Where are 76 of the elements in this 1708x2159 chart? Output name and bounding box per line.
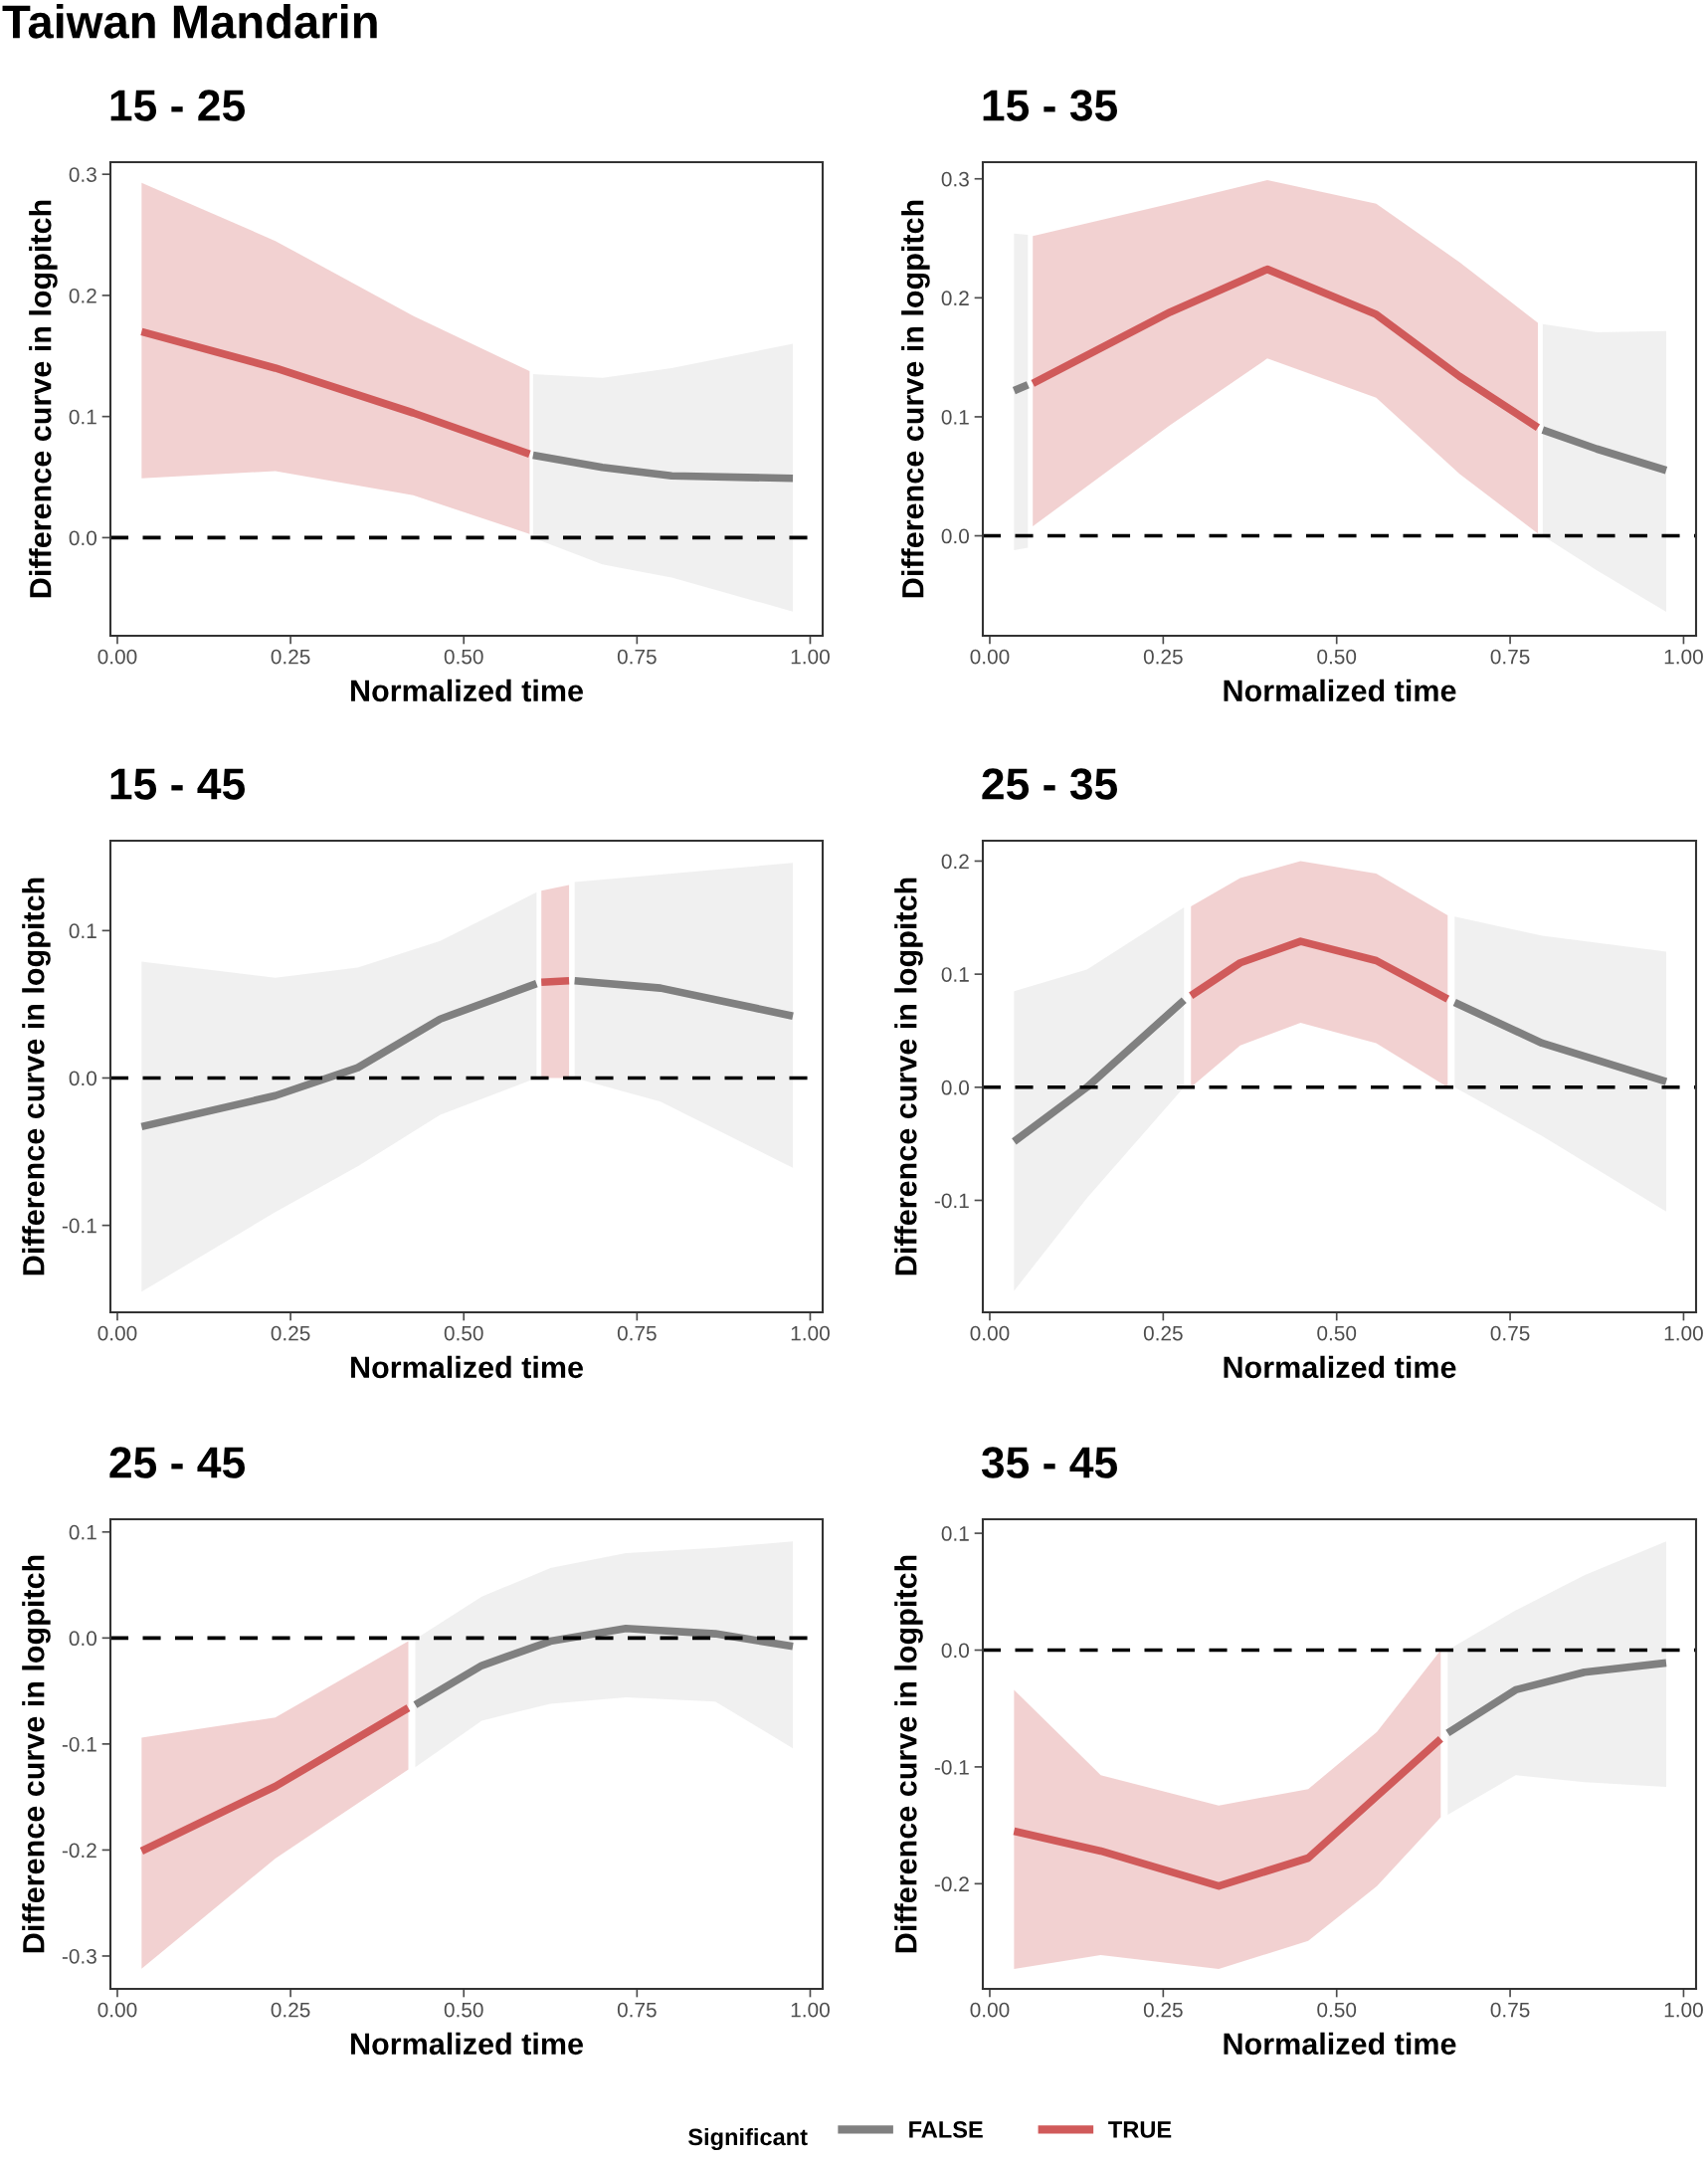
x-tick-label: 0.25 — [271, 649, 310, 665]
y-tick-label: 0.0 — [69, 530, 96, 546]
chart-title: 15 - 35 — [983, 90, 1117, 121]
x-tick-label: 0.00 — [97, 2002, 137, 2018]
x-tick-label: 0.75 — [1490, 1325, 1530, 1341]
x-tick-label: 0.25 — [1143, 1325, 1183, 1341]
y-tick-label: -0.1 — [934, 1759, 969, 1775]
y-tick-label: 0.0 — [69, 1631, 96, 1647]
x-tick-label: 0.00 — [970, 2002, 1010, 2018]
chart-title: 25 - 45 — [109, 1447, 245, 1478]
x-tick-label: 0.00 — [970, 1325, 1010, 1341]
y-axis-title: Difference curve in logpitch — [29, 200, 58, 598]
x-tick-label: 1.00 — [791, 649, 830, 665]
y-axis-title: Difference curve in logpitch — [22, 878, 51, 1276]
y-tick-label: 0.2 — [69, 288, 96, 303]
y-tick-label: 0.2 — [941, 854, 969, 870]
y-axis-title: Difference curve in logpitch — [901, 200, 930, 598]
y-axis-title: Difference curve in logpitch — [894, 878, 923, 1276]
x-tick-label: 1.00 — [1664, 1325, 1703, 1341]
y-tick-label: -0.2 — [62, 1843, 96, 1859]
y-tick-label: 0.0 — [941, 1643, 969, 1659]
y-tick-label: 0.1 — [69, 923, 96, 939]
x-tick-label: 0.50 — [444, 2002, 483, 2018]
chart-title: 15 - 45 — [110, 768, 245, 800]
y-tick-label: 0.1 — [69, 1524, 96, 1540]
y-tick-label: 0.1 — [941, 409, 969, 425]
x-axis-title: Normalized time — [351, 679, 583, 702]
x-axis-title: Normalized time — [1224, 679, 1456, 702]
x-tick-label: 1.00 — [1664, 2002, 1703, 2018]
y-tick-label: -0.1 — [62, 1218, 96, 1234]
x-tick-label: 0.75 — [617, 2002, 657, 2018]
y-tick-label: -0.1 — [934, 1193, 969, 1209]
legend-title: Significant — [688, 2127, 808, 2151]
x-tick-label: 1.00 — [791, 1325, 830, 1341]
x-tick-label: 0.50 — [1317, 1325, 1357, 1341]
x-tick-label: 0.75 — [617, 1325, 657, 1341]
y-tick-label: 0.1 — [69, 409, 96, 425]
y-tick-label: 0.3 — [941, 171, 969, 187]
chart-title: 25 - 35 — [982, 768, 1117, 800]
x-axis-title: Normalized time — [351, 2032, 583, 2056]
x-tick-label: 0.75 — [1490, 649, 1530, 665]
y-tick-label: 0.0 — [69, 1071, 96, 1086]
legend-label: FALSE — [909, 2121, 983, 2138]
text: Taiwan Mandarin — [2, 4, 377, 39]
y-axis-title: Difference curve in logpitch — [22, 1555, 51, 1953]
x-tick-label: 0.50 — [1317, 649, 1357, 665]
y-tick-label: -0.1 — [62, 1736, 96, 1752]
x-tick-label: 0.50 — [444, 1325, 483, 1341]
x-tick-label: 0.25 — [1143, 649, 1183, 665]
x-tick-label: 0.00 — [97, 1325, 137, 1341]
x-tick-label: 0.25 — [1143, 2002, 1183, 2018]
x-tick-label: 0.75 — [1490, 2002, 1530, 2018]
x-tick-label: 0.25 — [271, 1325, 310, 1341]
x-tick-label: 0.50 — [1317, 2002, 1357, 2018]
x-axis-title: Normalized time — [1224, 1355, 1456, 1379]
chart-title: 15 - 25 — [110, 90, 245, 121]
y-tick-label: -0.2 — [934, 1876, 969, 1892]
x-tick-label: 0.00 — [970, 649, 1010, 665]
y-tick-label: -0.3 — [62, 1948, 96, 1964]
x-tick-label: 0.25 — [271, 2002, 310, 2018]
x-tick-label: 0.50 — [444, 649, 483, 665]
x-axis-title: Normalized time — [351, 1355, 583, 1379]
y-tick-label: 0.0 — [941, 528, 969, 544]
y-tick-label: 0.0 — [941, 1080, 969, 1095]
legend-label: TRUE — [1108, 2121, 1172, 2138]
y-tick-label: 0.2 — [941, 291, 969, 306]
x-tick-label: 1.00 — [791, 2002, 830, 2018]
x-axis-title: Normalized time — [1224, 2032, 1456, 2056]
x-tick-label: 0.75 — [617, 649, 657, 665]
y-axis-title: Difference curve in logpitch — [894, 1555, 923, 1953]
y-tick-label: 0.1 — [941, 1526, 969, 1541]
x-tick-label: 1.00 — [1664, 649, 1703, 665]
chart-title: 35 - 45 — [981, 1447, 1117, 1478]
x-tick-label: 0.00 — [97, 649, 137, 665]
y-tick-label: 0.1 — [941, 967, 969, 982]
y-tick-label: 0.3 — [69, 167, 96, 182]
